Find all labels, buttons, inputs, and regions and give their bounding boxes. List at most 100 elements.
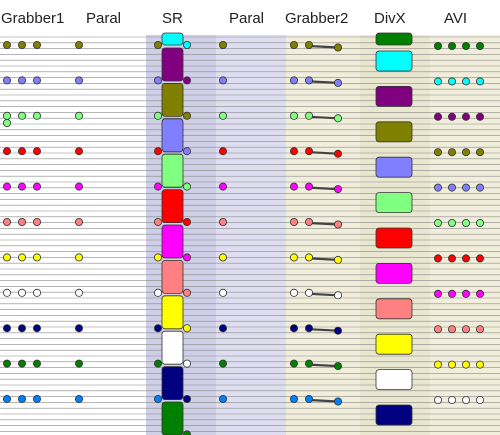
sr-marker-dot: [153, 324, 162, 333]
grabber1-dot: [17, 147, 26, 156]
grabber1-dot: [17, 76, 26, 85]
avi-dot: [461, 360, 470, 369]
sr-block: [161, 83, 184, 117]
divx-block: [375, 227, 413, 249]
header-grabber2: Grabber2: [285, 10, 349, 27]
divx-block: [375, 298, 413, 320]
paral1-dot: [75, 217, 84, 226]
grabber2-connector: [308, 257, 339, 261]
paral2-dot: [218, 217, 227, 226]
header-avi: AVI: [444, 10, 468, 27]
sr-marker-dot: [153, 182, 162, 191]
grabber2-dot: [304, 217, 313, 226]
grabber2-dot: [289, 217, 298, 226]
divx-block: [375, 333, 413, 355]
avi-dot: [475, 325, 484, 334]
paral2-dot: [218, 359, 227, 368]
grabber1-dot: [17, 253, 26, 262]
avi-dot: [433, 395, 442, 404]
grabber2-dot: [289, 41, 298, 50]
avi-dot: [461, 112, 470, 121]
grabber1-dot: [3, 147, 11, 156]
sr-marker-dot: [153, 147, 162, 156]
grabber1-dot: [3, 394, 11, 403]
paral2-dot: [218, 324, 227, 333]
grabber1-dot: [17, 41, 26, 50]
avi-dot: [447, 42, 456, 51]
avi-dot: [447, 148, 456, 157]
grabber2-dot: [333, 114, 342, 123]
avi-dot: [447, 254, 456, 263]
avi-dot: [433, 42, 442, 51]
avi-dot: [447, 395, 456, 404]
avi-dot: [447, 218, 456, 227]
sr-block: [161, 330, 184, 365]
grabber2-dot: [289, 253, 298, 262]
grabber1-dot: [33, 359, 42, 368]
sr-block: [161, 189, 184, 224]
avi-dot: [433, 254, 442, 263]
grabber1-dot: [3, 111, 11, 120]
avi-dot: [461, 254, 470, 263]
paral2-dot: [218, 41, 227, 50]
grabber1-dot: [33, 147, 42, 156]
paral2-dot: [218, 394, 227, 403]
sr-right-dot: [182, 394, 191, 403]
avi-dot: [461, 42, 470, 51]
paral1-dot: [75, 288, 84, 297]
paral2-band: [216, 35, 286, 435]
sr-marker-dot: [153, 288, 162, 297]
grabber2-dot: [333, 291, 342, 300]
avi-dot: [461, 183, 470, 192]
avi-dot: [433, 112, 442, 121]
avi-dot: [475, 183, 484, 192]
grabber2-dot: [333, 43, 342, 52]
paral2-dot: [218, 76, 227, 85]
divx-block: [375, 192, 413, 214]
grabber2-dot: [304, 41, 313, 50]
grabber1-dot: [3, 324, 11, 333]
sr-right-dot: [182, 182, 191, 191]
grabber2-dot: [333, 149, 342, 158]
paral1-dot: [75, 76, 84, 85]
grabber1-dot: [3, 76, 11, 85]
sr-marker-dot: [153, 41, 162, 50]
grabber1-dot: [3, 119, 11, 128]
avi-dot: [447, 183, 456, 192]
grabber1-dot: [33, 288, 42, 297]
divx-block: [375, 50, 413, 72]
grabber1-dot: [33, 111, 42, 120]
avi-dot: [475, 218, 484, 227]
sr-block: [161, 224, 184, 259]
grabber2-connector: [308, 80, 339, 84]
grabber1-dot: [17, 394, 26, 403]
paral1-dot: [75, 147, 84, 156]
divx-block: [375, 262, 413, 284]
grabber1-dot: [33, 324, 42, 333]
grabber2-dot: [333, 220, 342, 229]
paral2-dot: [218, 182, 227, 191]
grabber2-dot: [304, 359, 313, 368]
grabber1-dot: [3, 253, 11, 262]
avi-dot: [475, 254, 484, 263]
grabber1-dot: [3, 182, 11, 191]
grabber2-dot: [304, 288, 313, 297]
sr-block: [161, 259, 184, 294]
header-sr: SR: [162, 10, 183, 27]
paral1-dot: [75, 41, 84, 50]
grabber2-dot: [289, 288, 298, 297]
grabber2-dot: [304, 76, 313, 85]
avi-dot: [461, 77, 470, 86]
header-paral2: Paral: [229, 10, 265, 27]
avi-dot: [447, 360, 456, 369]
grabber1-dot: [3, 217, 11, 226]
avi-dot: [433, 148, 442, 157]
sr-marker-dot: [153, 217, 162, 226]
sr-block: [161, 118, 184, 153]
grabber1-dot: [3, 288, 11, 297]
sr-right-dot: [182, 41, 191, 50]
grabber2-dot: [289, 324, 298, 333]
paral1-dot: [75, 253, 84, 262]
paral1-dot: [75, 182, 84, 191]
sr-right-dot: [182, 288, 191, 297]
